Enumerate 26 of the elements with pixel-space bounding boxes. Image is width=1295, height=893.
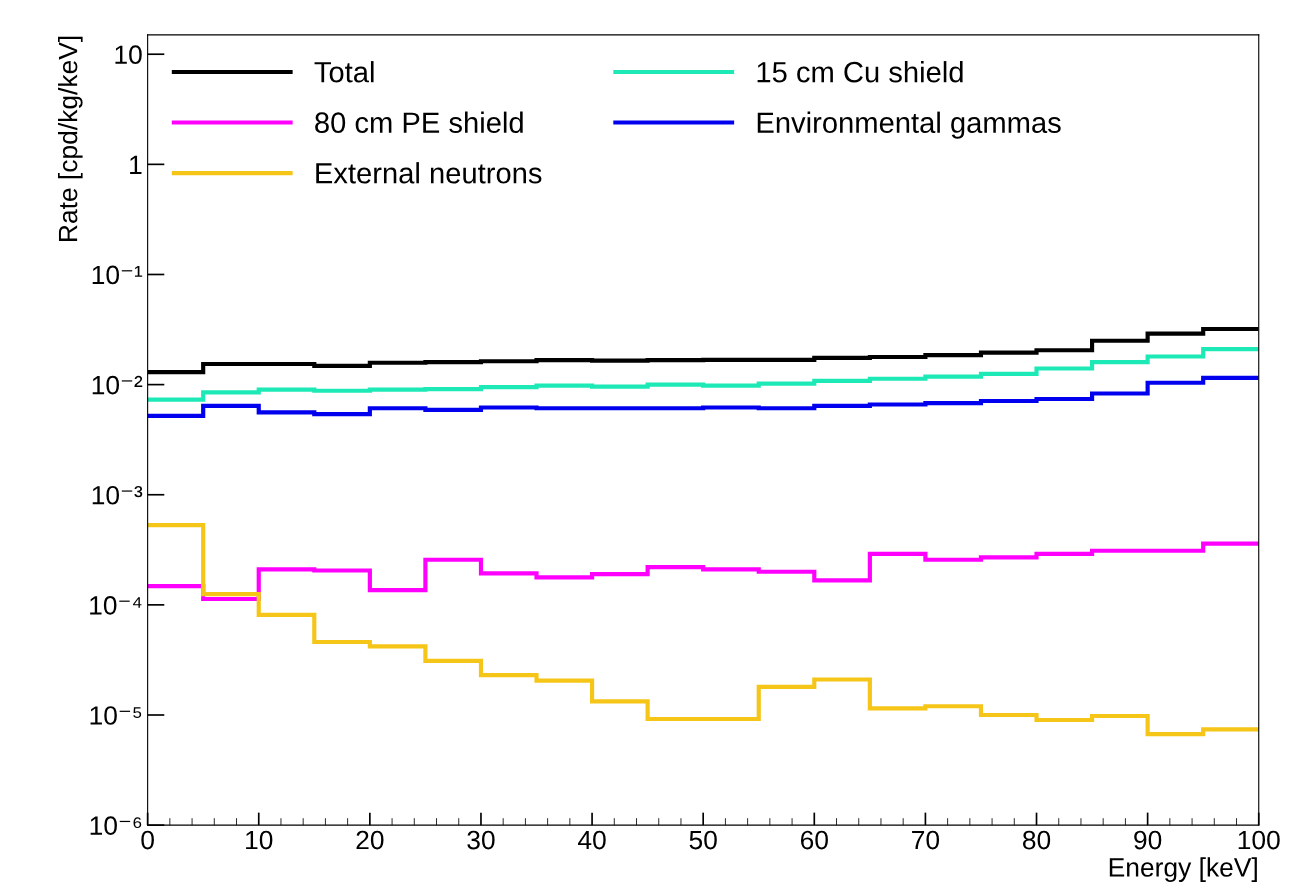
y-tick-label: 10⁻¹ xyxy=(92,265,143,285)
x-tick-label: 20 xyxy=(356,830,384,850)
legend-label: 80 cm PE shield xyxy=(315,111,523,134)
y-tick-label: 10⁻⁵ xyxy=(90,706,142,725)
x-tick-label: 40 xyxy=(578,830,606,850)
x-tick-label: 100 xyxy=(1238,830,1280,850)
x-tick-label: 70 xyxy=(912,830,940,850)
x-tick-label: 30 xyxy=(467,830,495,850)
legend-label: Total xyxy=(314,61,374,83)
x-tick-label: 60 xyxy=(800,830,828,850)
legend-label: 15 cm Cu shield xyxy=(757,61,963,83)
x-tick-label: 10 xyxy=(246,830,273,850)
y-axis-title: Rate [cpd/kg/keV] xyxy=(58,36,83,241)
y-tick-label: 10⁻² xyxy=(92,375,143,395)
y-tick-label: 10⁻³ xyxy=(92,485,143,505)
x-tick-label: 0 xyxy=(141,830,154,850)
y-tick-label: 10 xyxy=(115,45,142,65)
x-tick-label: 50 xyxy=(689,830,717,850)
x-tick-label: 80 xyxy=(1022,830,1051,850)
legend-label: External neutrons xyxy=(316,162,542,184)
x-axis-title: Energy [keV] xyxy=(1109,857,1257,882)
y-tick-label: 10⁻⁴ xyxy=(90,596,142,615)
legend-label: Environmental gammas xyxy=(757,111,1061,139)
x-tick-label: 90 xyxy=(1134,830,1162,850)
y-tick-label: 1 xyxy=(130,155,142,174)
y-tick-label: 10⁻⁶ xyxy=(90,816,142,835)
